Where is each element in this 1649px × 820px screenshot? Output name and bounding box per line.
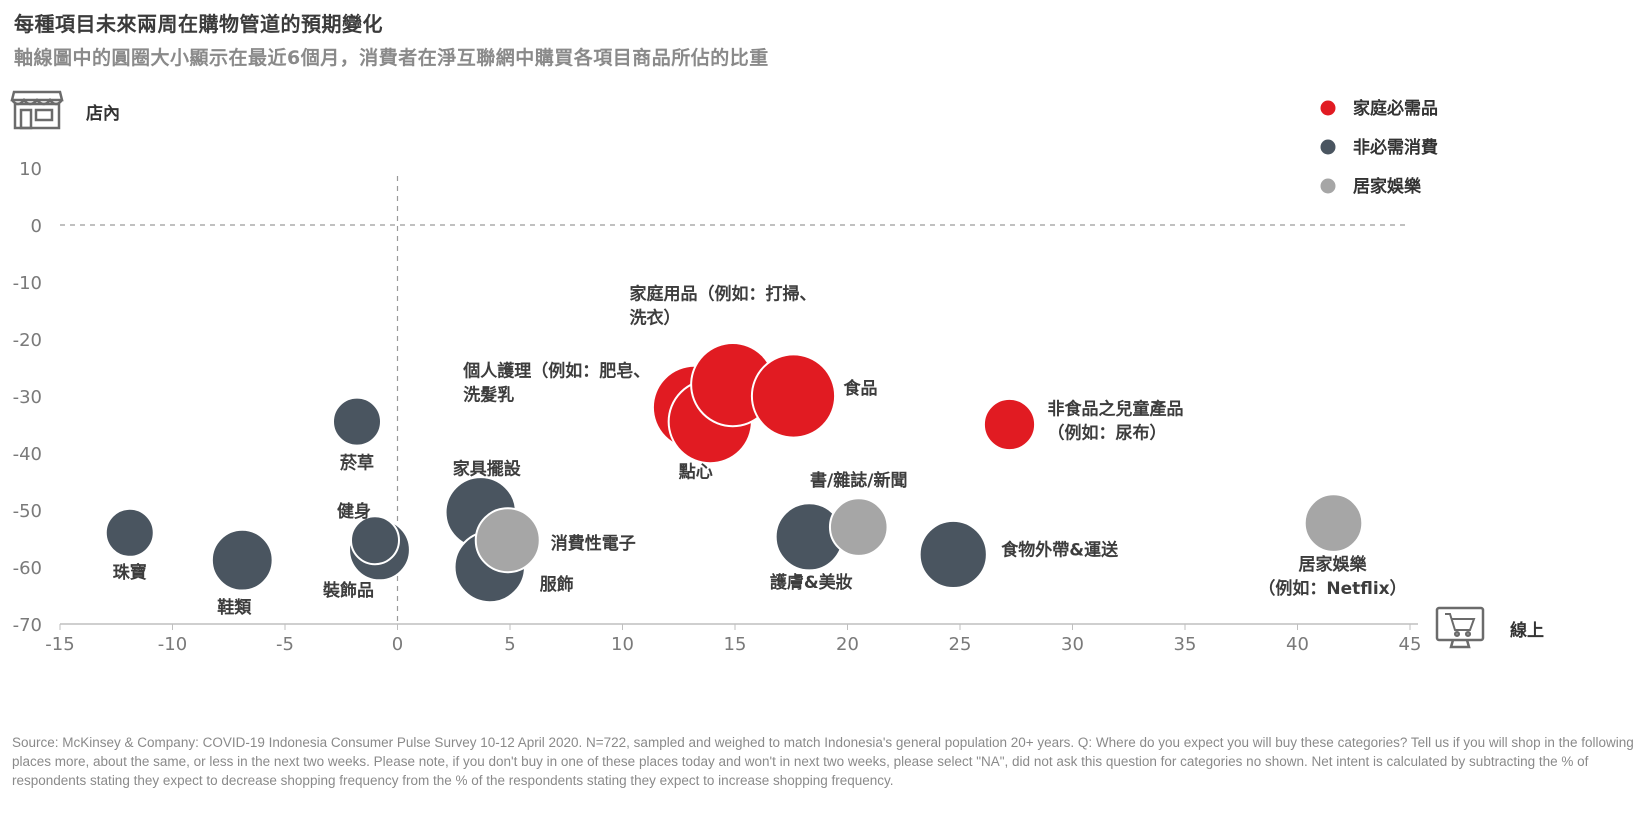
y-tick-label: -20 — [13, 330, 42, 351]
x-tick-label: 45 — [1399, 634, 1422, 655]
bubble-point — [750, 353, 837, 439]
x-tick-label: 5 — [504, 634, 515, 655]
bubble-point — [210, 528, 274, 592]
chart-title: 每種項目未來兩周在購物管道的預期變化 — [14, 12, 383, 36]
bubble-label: 書/雜誌/新聞 — [810, 470, 907, 491]
bubble-point — [104, 507, 155, 558]
bubble-label: 珠寶 — [113, 562, 147, 583]
bubble-label: 鞋類 — [217, 597, 252, 618]
x-axis-right-label: 線上 — [1510, 620, 1544, 641]
bubble-point — [982, 397, 1037, 452]
bubble-label: 裝飾品 — [322, 580, 374, 601]
online-shop-icon — [1435, 606, 1485, 649]
y-tick-label: 0 — [31, 216, 42, 237]
x-tick-label: -10 — [158, 634, 187, 655]
legend-label: 非必需消費 — [1353, 137, 1438, 158]
bubble-point — [1303, 493, 1364, 553]
bubbles — [104, 342, 1364, 604]
bubble-label: 服飾 — [540, 574, 574, 595]
bubble-point — [474, 507, 541, 574]
x-tick-label: 30 — [1061, 634, 1084, 655]
x-tick-label: -5 — [276, 634, 294, 655]
bubble-label: 點心 — [678, 462, 713, 483]
bubble-point — [828, 497, 889, 557]
bubble-label: 菸草 — [340, 454, 374, 474]
scatter-chart: 店內 線上 -15 -10 -5 0 5 10 15 20 25 30 35 40 45100-10-2… — [10, 90, 1544, 655]
y-tick-label: 10 — [19, 159, 42, 180]
bubble-label: 食物外帶&運送 — [1001, 539, 1119, 560]
bubble-label: 家庭用品（例如：打掃、洗衣） — [630, 283, 817, 328]
bubble-label: 非食品之兒童產品（例如：尿布） — [1048, 399, 1184, 444]
bubble-point — [332, 396, 382, 447]
bubble-label: 護膚&美妝 — [770, 572, 853, 593]
chart-subtitle: 軸線圖中的圓圈大小顯示在最近6個月，消費者在淨互聯網中購買各項目商品所佔的比重 — [14, 47, 769, 69]
y-tick-label: -50 — [13, 501, 42, 522]
y-axis-top-label: 店內 — [86, 103, 120, 124]
y-tick-label: -30 — [13, 387, 42, 408]
x-tick-label: -15 — [45, 634, 74, 655]
x-tick-label: 20 — [836, 634, 859, 655]
x-tick-label: 35 — [1174, 634, 1197, 655]
store-icon — [10, 90, 64, 130]
bubble-label: 消費性電子 — [551, 533, 636, 554]
bubble-point — [350, 515, 400, 566]
x-tick-label: 40 — [1286, 634, 1309, 655]
legend-marker — [1320, 178, 1336, 194]
x-tick-label: 15 — [724, 634, 747, 655]
bubble-point — [918, 519, 988, 590]
y-tick-label: -40 — [13, 444, 42, 465]
y-tick-label: -60 — [13, 558, 42, 579]
x-tick-label: 25 — [949, 634, 972, 655]
legend-marker — [1320, 139, 1336, 155]
source-note: Source: McKinsey & Company: COVID-19 Ind… — [12, 735, 1634, 788]
y-tick-label: -10 — [13, 273, 42, 294]
legend-label: 家庭必需品 — [1353, 98, 1438, 119]
x-tick-label: 0 — [392, 634, 403, 655]
bubble-label: 個人護理（例如：肥皂、洗髮乳 — [462, 361, 650, 406]
bubble-label: 家具擺設 — [453, 458, 522, 479]
legend-marker — [1320, 100, 1336, 116]
axes: -15 -10 -5 0 5 10 15 20 25 30 35 40 45100-10-20-30-4… — [13, 159, 1422, 655]
bubble-label: 食品 — [844, 378, 878, 399]
bubble-label: 健身 — [337, 501, 371, 522]
bubble-label: 居家娛樂（例如：Netflix） — [1258, 554, 1406, 599]
x-tick-label: 10 — [611, 634, 634, 655]
y-tick-label: -70 — [13, 615, 42, 636]
legend-label: 居家娛樂 — [1353, 176, 1422, 197]
